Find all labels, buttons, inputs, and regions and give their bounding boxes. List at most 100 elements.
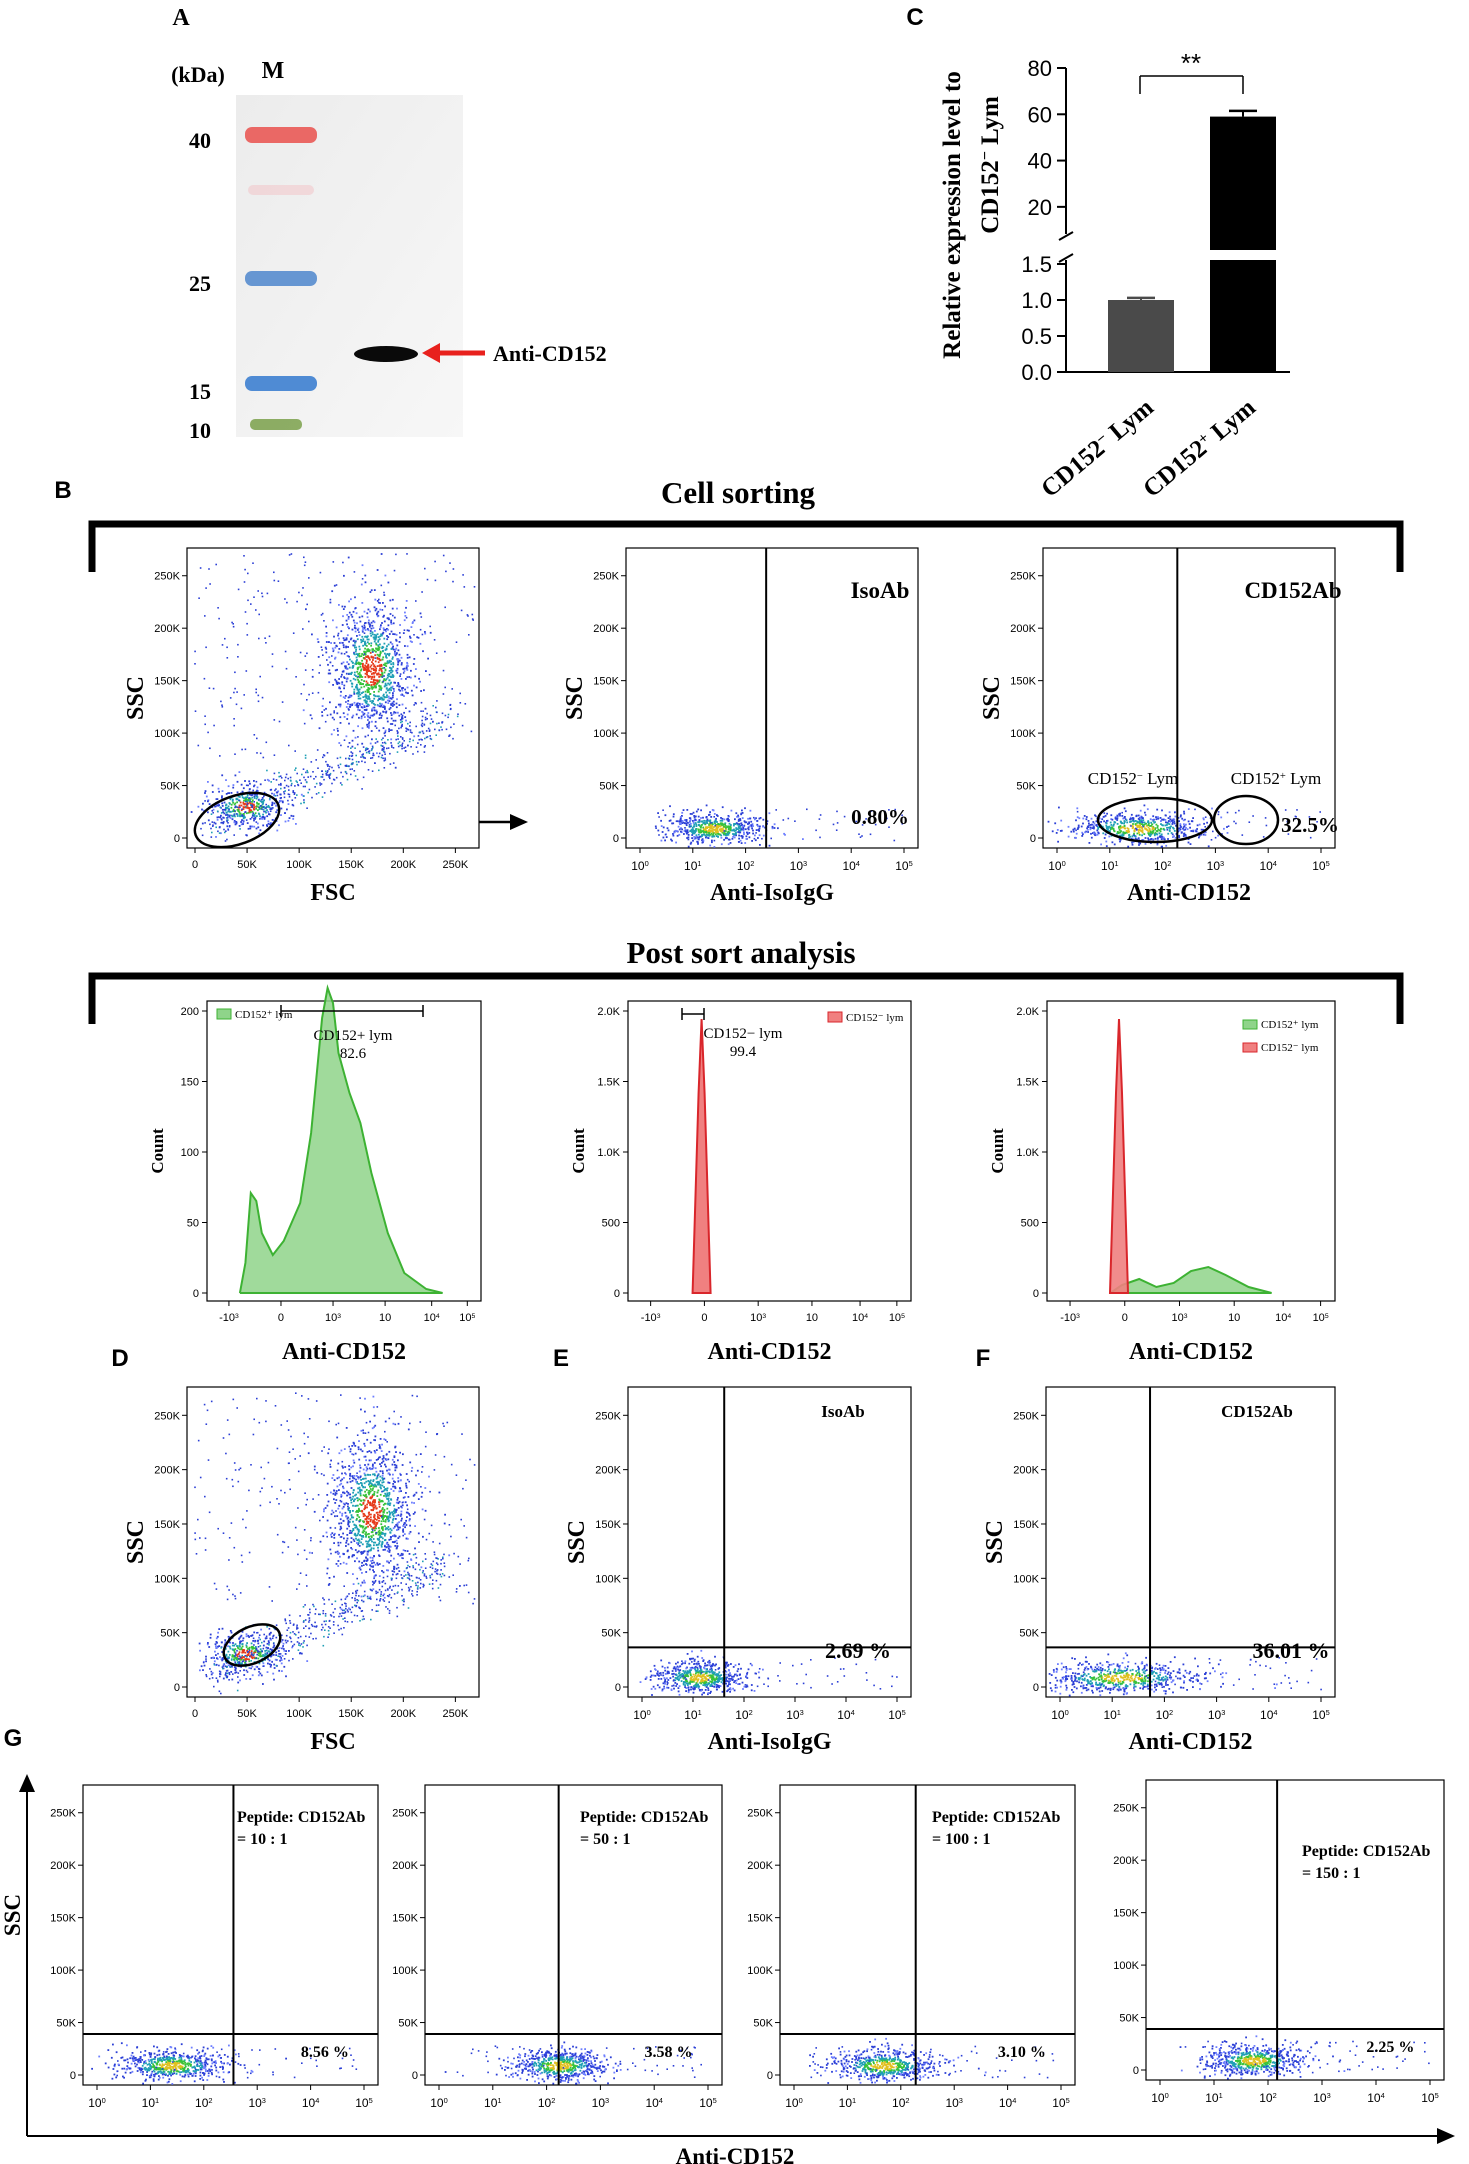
event-dot (287, 799, 289, 802)
event-dot (376, 1476, 379, 1479)
event-dot (667, 829, 670, 832)
event-dot (262, 801, 265, 803)
b-iso-xtick-sup: 1 (697, 859, 701, 868)
event-dot (360, 683, 363, 686)
event-dot (366, 691, 369, 694)
event-dot (366, 1516, 368, 1519)
event-dot (384, 1548, 386, 1551)
event-dot (350, 660, 353, 663)
event-dot (1102, 816, 1105, 818)
event-dot (721, 831, 724, 834)
event-dot (383, 637, 386, 640)
event-dot (758, 834, 761, 837)
event-dot (1121, 815, 1124, 817)
event-dot (373, 1541, 375, 1544)
event-dot (382, 1532, 385, 1535)
event-dot (311, 717, 313, 720)
event-dot (378, 769, 380, 772)
event-dot (204, 792, 206, 794)
event-dot (317, 792, 320, 794)
event-dot (740, 822, 743, 825)
event-dot (358, 709, 361, 712)
event-dot (243, 799, 245, 802)
event-dot (428, 1475, 430, 1478)
event-dot (1088, 822, 1090, 825)
event-dot (1108, 825, 1111, 828)
event-dot (399, 744, 401, 747)
event-dot (211, 1672, 214, 1674)
event-dot (392, 1483, 395, 1485)
b-cd152-tag: CD152Ab (1244, 578, 1341, 603)
event-dot (694, 831, 697, 834)
event-dot (365, 1466, 368, 1469)
event-dot (1156, 833, 1159, 836)
event-dot (1086, 827, 1088, 830)
b-iso-frame (625, 547, 919, 849)
event-dot (388, 697, 391, 700)
event-dot (723, 825, 725, 828)
event-dot (375, 709, 378, 712)
event-dot (378, 1499, 381, 1502)
event-dot (360, 669, 362, 672)
event-dot (1148, 834, 1151, 836)
event-dot (243, 694, 245, 696)
event-dot (1188, 823, 1191, 825)
event-dot (375, 1527, 378, 1530)
event-dot (348, 708, 350, 711)
event-dot (1109, 821, 1112, 824)
event-dot (378, 1514, 381, 1517)
event-dot (739, 831, 742, 834)
event-dot (341, 784, 343, 786)
event-dot (384, 729, 387, 732)
event-dot (221, 818, 223, 821)
event-dot (381, 748, 384, 750)
event-dot (368, 1491, 371, 1494)
event-dot (373, 713, 376, 716)
event-dot (371, 714, 374, 717)
event-dot (306, 652, 308, 655)
event-dot (371, 661, 373, 663)
event-dot (377, 610, 380, 613)
event-dot (1121, 811, 1123, 814)
event-dot (1127, 828, 1130, 830)
event-dot (230, 1671, 233, 1673)
event-dot (405, 600, 408, 602)
event-dot (397, 1514, 400, 1517)
event-dot (445, 570, 447, 573)
event-dot (345, 651, 348, 654)
event-dot (1120, 830, 1122, 832)
event-dot (326, 1519, 329, 1522)
event-dot (352, 619, 355, 622)
event-dot (265, 811, 267, 814)
event-dot (259, 818, 261, 820)
event-dot (231, 814, 233, 817)
event-dot (360, 1595, 363, 1598)
event-dot (1131, 843, 1134, 846)
event-dot (372, 1588, 375, 1591)
event-dot (359, 662, 361, 664)
event-dot (255, 609, 257, 611)
event-dot (693, 838, 696, 840)
event-dot (400, 721, 402, 724)
event-dot (328, 1583, 331, 1585)
event-dot (385, 711, 387, 714)
event-dot (371, 1562, 373, 1565)
event-dot (414, 1511, 416, 1514)
event-dot (713, 839, 716, 842)
event-dot (716, 821, 718, 823)
event-dot (1142, 839, 1145, 841)
event-dot (374, 1424, 377, 1427)
event-dot (1114, 816, 1117, 818)
event-dot (327, 1558, 330, 1561)
event-dot (370, 730, 373, 732)
event-dot (356, 703, 358, 706)
event-dot (392, 688, 395, 690)
event-dot (377, 1563, 379, 1566)
event-dot (1138, 833, 1141, 836)
event-dot (248, 808, 251, 811)
event-dot (247, 572, 249, 575)
event-dot (291, 782, 293, 785)
event-dot (375, 1574, 377, 1577)
event-dot (253, 797, 256, 799)
event-dot (228, 825, 231, 828)
